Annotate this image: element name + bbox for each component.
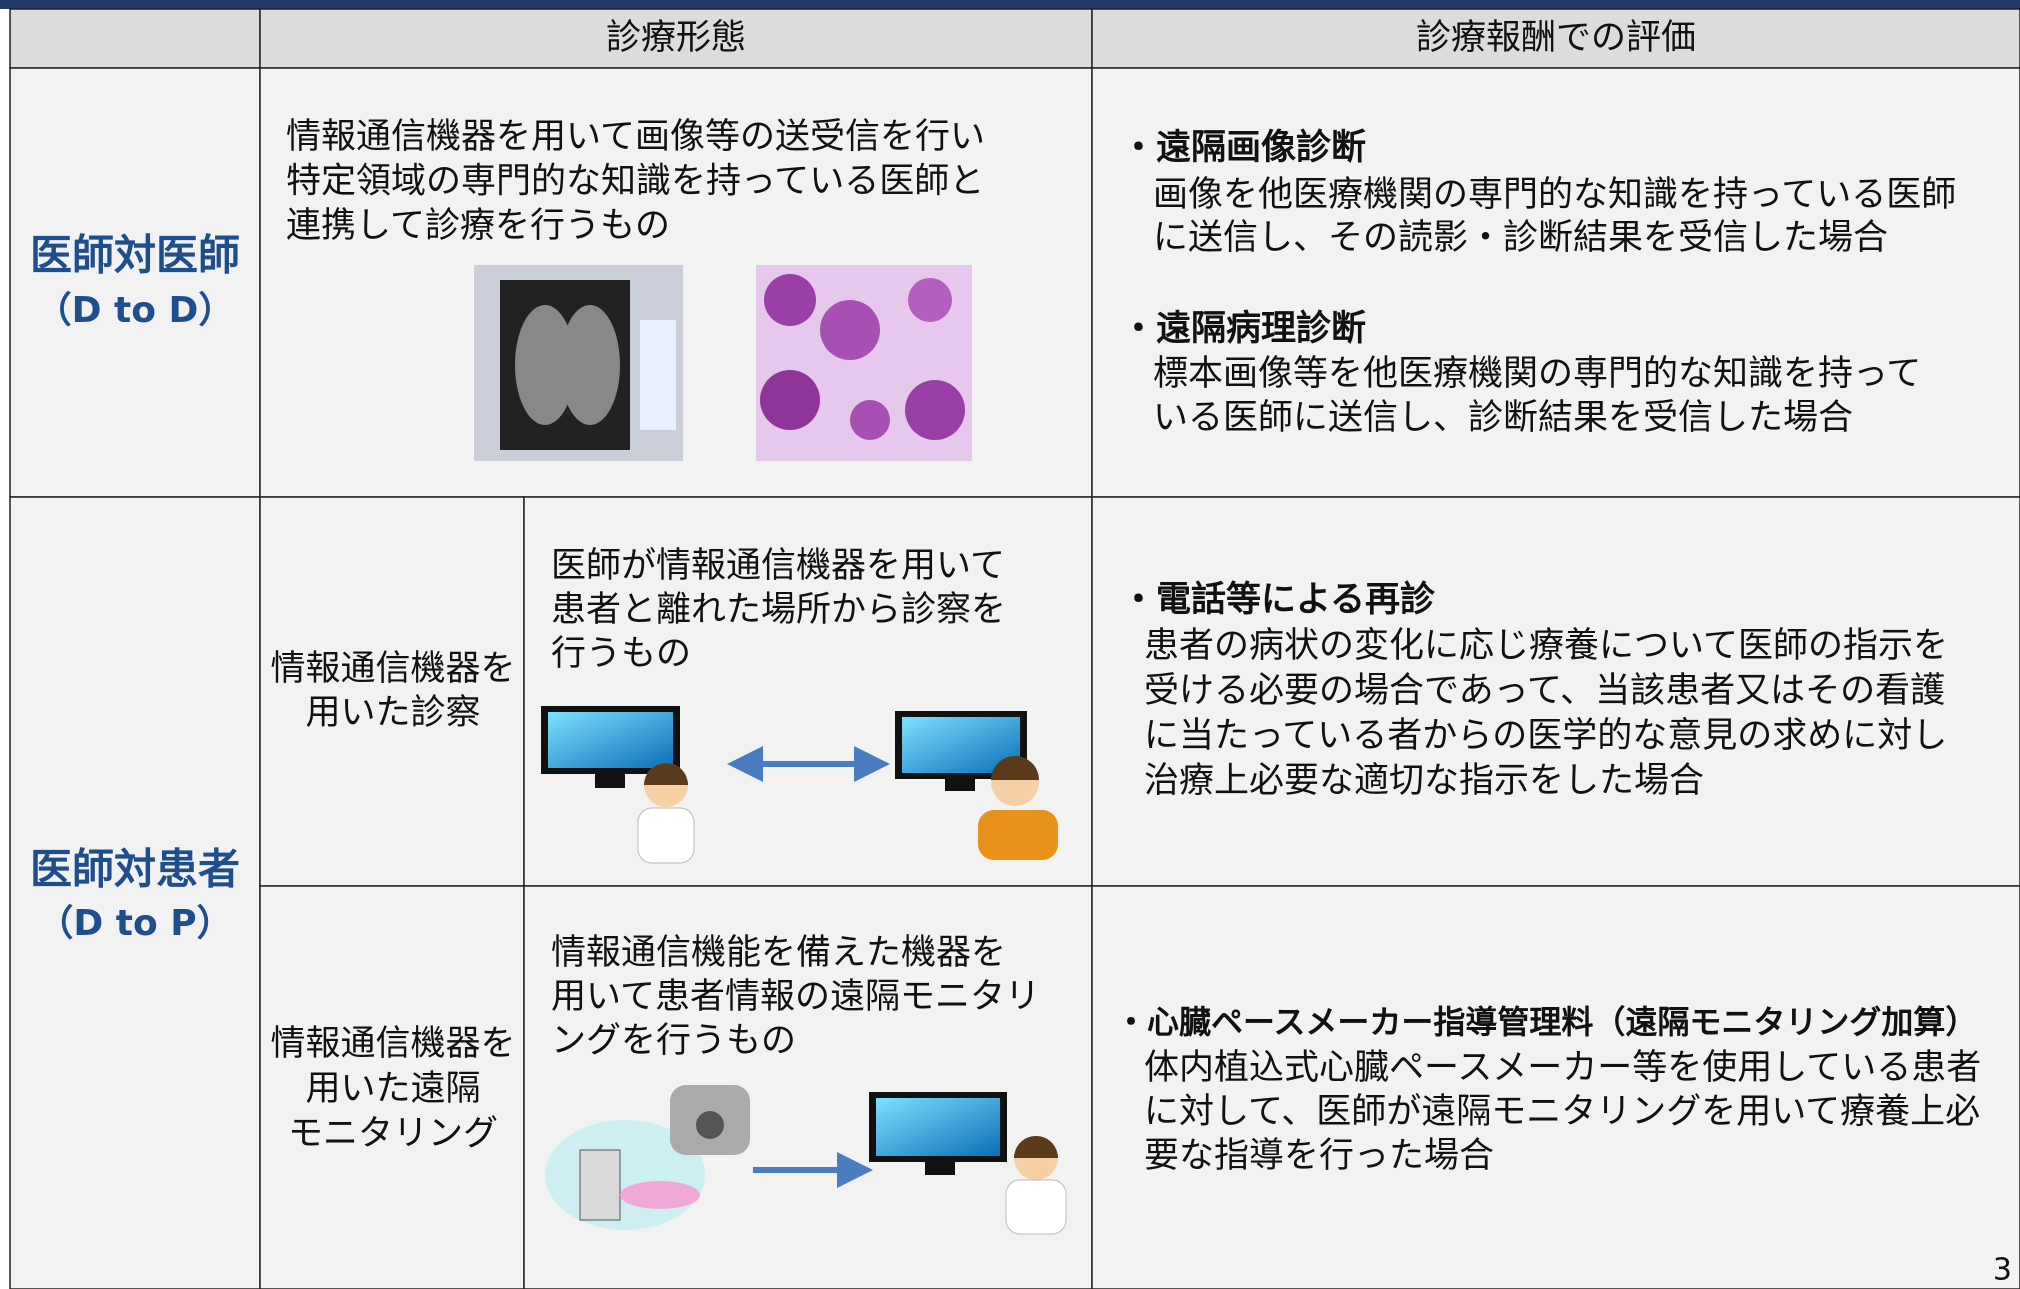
subrow-label: 用いた診察: [305, 693, 480, 733]
evaluation-line: 受ける必要の場合であって、当該患者又はその看護: [1144, 671, 1945, 711]
evaluation-line: に送信し、その読影・診断結果を受信した場合: [1153, 218, 1888, 258]
evaluation-line: いる医師に送信し、診断結果を受信した場合: [1153, 398, 1853, 438]
evaluation-title: ・遠隔病理診断: [1121, 309, 1366, 349]
description-line: 特定領域の専門的な知識を持っている医師と: [286, 162, 984, 202]
description-line: 行うもの: [551, 634, 691, 674]
subrow-label: モニタリング: [288, 1114, 498, 1154]
evaluation-line: 体内植込式心臓ペースメーカー等を使用している患者: [1144, 1048, 1981, 1088]
evaluation-line: 標本画像等を他医療機関の専門的な知識を持って: [1153, 354, 1921, 394]
evaluation-line: に当たっている者からの医学的な意見の求めに対し: [1144, 716, 1947, 756]
description-line: 情報通信機器を用いて画像等の送受信を行い: [286, 117, 985, 157]
monitor-doctor: [541, 706, 695, 864]
evaluation-title: ・心臓ペースメーカー指導管理料（遠隔モニタリング加算）: [1115, 1003, 1977, 1041]
page-number: 3: [1993, 1253, 2012, 1288]
evaluation-line: に対して、医師が遠隔モニタリングを用いて療養上必: [1144, 1092, 1980, 1132]
row-category-note: （D to P）: [37, 903, 232, 944]
subrow-label: 情報通信機器を: [270, 649, 515, 689]
evaluation-line: 治療上必要な適切な指示をした場合: [1144, 761, 1704, 801]
row-category: 医師対医師: [30, 231, 240, 280]
description-line: 用いて患者情報の遠隔モニタリ: [551, 977, 1040, 1017]
description-line: 患者と離れた場所から診察を: [551, 590, 1006, 630]
subrow-label: 用いた遠隔: [305, 1069, 480, 1109]
row-category: 医師対患者: [30, 845, 240, 894]
monitor-doctor: [869, 1092, 1067, 1235]
row-category-note: （D to D）: [36, 290, 235, 331]
description-line: ングを行うもの: [551, 1021, 796, 1061]
evaluation-line: 患者の病状の変化に応じ療養について医師の指示を: [1144, 626, 1948, 666]
evaluation-line: 画像を他医療機関の専門的な知識を持っている医師: [1153, 175, 1956, 215]
evaluation-title: ・電話等による再診: [1121, 580, 1436, 620]
evaluation-line: 要な指導を行った場合: [1144, 1136, 1494, 1176]
subrow-label: 情報通信機器を: [270, 1024, 515, 1064]
description-line: 情報通信機能を備えた機器を: [551, 933, 1006, 973]
description-line: 連携して診療を行うもの: [286, 206, 670, 246]
header-cell: 診療報酬での評価: [1416, 18, 1696, 58]
header-cell: 診療形態: [606, 18, 746, 58]
pacemaker: [670, 1085, 750, 1155]
evaluation-title: ・遠隔画像診断: [1121, 128, 1366, 168]
monitor-patient: [895, 711, 1058, 860]
patient-bed: [545, 1120, 705, 1230]
top-bar: [0, 0, 2020, 9]
xray-image: [474, 265, 683, 461]
pathology-image: [756, 265, 972, 461]
description-line: 医師が情報通信機器を用いて: [551, 546, 1005, 586]
